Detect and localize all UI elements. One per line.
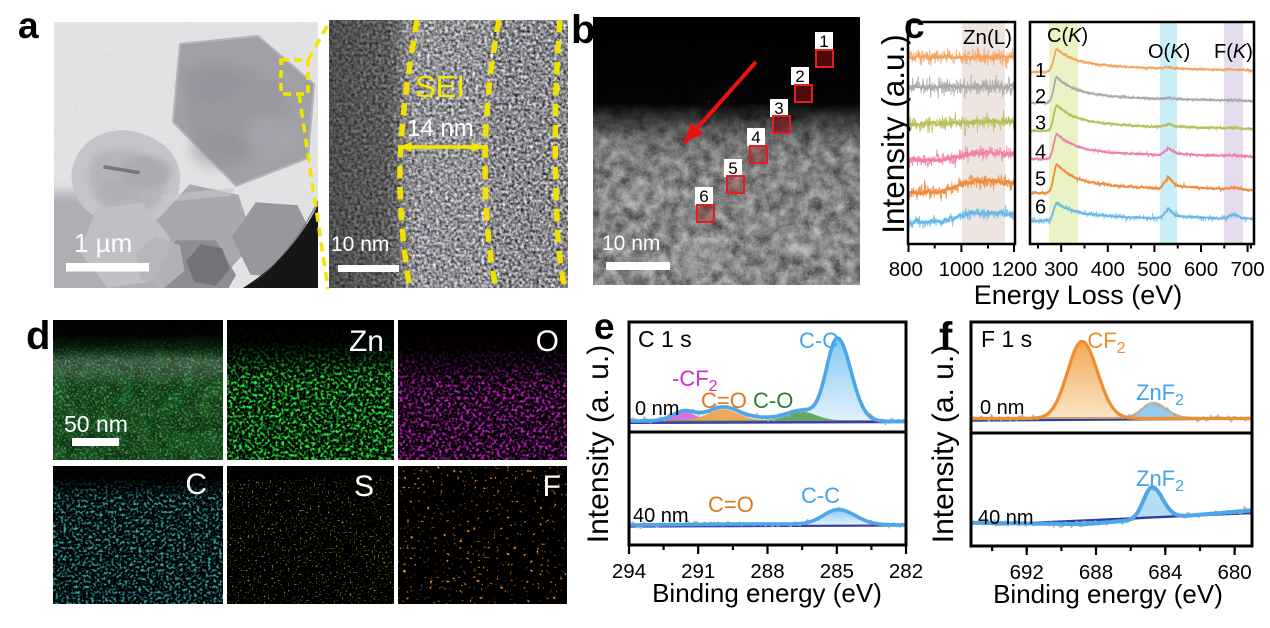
svg-text:F(K): F(K) [1214, 41, 1253, 63]
svg-text:50 nm: 50 nm [64, 411, 128, 437]
svg-text:0 nm: 0 nm [635, 398, 679, 420]
svg-text:F 1 s: F 1 s [981, 326, 1032, 352]
svg-text:300: 300 [1044, 258, 1078, 281]
svg-text:288: 288 [750, 560, 784, 583]
svg-text:b: b [571, 8, 595, 52]
svg-text:C: C [185, 468, 207, 501]
svg-text:Binding energy (eV): Binding energy (eV) [652, 578, 882, 608]
svg-text:688: 688 [1079, 561, 1113, 584]
svg-text:1: 1 [1035, 60, 1046, 82]
svg-text:O: O [536, 325, 559, 358]
svg-text:400: 400 [1091, 258, 1125, 281]
svg-text:1: 1 [819, 32, 828, 51]
svg-text:6: 6 [1035, 197, 1046, 219]
svg-text:O(K): O(K) [1148, 41, 1190, 63]
svg-text:10 nm: 10 nm [602, 232, 660, 255]
svg-text:600: 600 [1184, 258, 1218, 281]
svg-text:291: 291 [681, 560, 715, 583]
svg-text:1000: 1000 [939, 258, 985, 281]
svg-text:C=O: C=O [701, 388, 747, 413]
svg-text:2: 2 [795, 67, 804, 86]
svg-text:Energy Loss (eV): Energy Loss (eV) [974, 280, 1183, 310]
svg-text:3: 3 [774, 99, 783, 118]
svg-text:684: 684 [1148, 561, 1182, 584]
svg-text:5: 5 [1035, 169, 1046, 191]
svg-text:680: 680 [1217, 561, 1251, 584]
svg-text:0 nm: 0 nm [980, 397, 1024, 419]
svg-text:500: 500 [1137, 258, 1171, 281]
svg-text:C-C: C-C [801, 483, 840, 508]
svg-text:692: 692 [1010, 561, 1044, 584]
svg-text:f: f [939, 315, 953, 359]
svg-text:Zn(L): Zn(L) [963, 26, 1012, 49]
svg-text:SEI: SEI [415, 69, 465, 104]
svg-text:C-C: C-C [799, 328, 838, 353]
svg-text:10 nm: 10 nm [331, 233, 389, 256]
svg-text:C(K): C(K) [1047, 25, 1088, 47]
svg-text:800: 800 [889, 258, 923, 281]
svg-text:Binding energy (eV): Binding energy (eV) [993, 579, 1223, 609]
svg-text:6: 6 [699, 187, 708, 206]
svg-text:a: a [18, 5, 39, 46]
svg-text:4: 4 [751, 128, 760, 147]
svg-text:C-O: C-O [753, 388, 793, 413]
svg-text:S: S [354, 470, 374, 503]
svg-text:14 nm: 14 nm [407, 115, 474, 142]
svg-text:C=O: C=O [708, 492, 754, 517]
svg-text:e: e [594, 306, 615, 347]
svg-text:700: 700 [1230, 258, 1264, 281]
svg-text:5: 5 [728, 159, 737, 178]
svg-text:Intensity (a. u.): Intensity (a. u.) [927, 345, 960, 543]
svg-text:Zn: Zn [349, 325, 384, 358]
svg-text:1200: 1200 [991, 258, 1037, 281]
svg-text:1 µm: 1 µm [74, 228, 132, 258]
svg-text:285: 285 [820, 560, 854, 583]
svg-text:F: F [543, 470, 561, 503]
svg-text:Intensity (a. u.): Intensity (a. u.) [582, 345, 615, 543]
svg-text:282: 282 [889, 560, 923, 583]
svg-text:Intensity (a.u.): Intensity (a.u.) [875, 34, 911, 234]
svg-text:40 nm: 40 nm [978, 507, 1034, 529]
svg-text:3: 3 [1035, 113, 1046, 135]
svg-text:d: d [26, 314, 50, 358]
svg-text:294: 294 [612, 560, 646, 583]
svg-text:C 1 s: C 1 s [638, 326, 692, 352]
svg-text:4: 4 [1035, 142, 1046, 164]
svg-text:2: 2 [1035, 86, 1046, 108]
svg-text:40 nm: 40 nm [633, 505, 689, 527]
